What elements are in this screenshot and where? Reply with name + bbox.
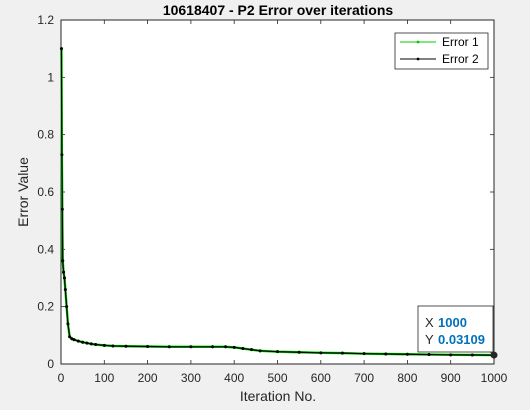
chart-title: 10618407 - P2 Error over iterations <box>163 2 394 18</box>
data-point-error-2 <box>76 339 80 343</box>
x-tick-label: 800 <box>397 371 417 385</box>
data-point-error-2 <box>85 341 89 345</box>
data-point-error-2 <box>62 276 66 280</box>
data-point-error-2 <box>61 259 65 263</box>
y-axis: 0 0.2 0.4 0.6 0.8 1 1.2 <box>37 13 494 371</box>
data-point-error-2 <box>89 342 93 346</box>
data-point-error-2 <box>211 345 215 349</box>
data-point-error-2 <box>111 344 115 348</box>
data-point-error-2 <box>250 348 254 352</box>
data-point-error-2 <box>362 352 366 356</box>
x-axis-label: Iteration No. <box>240 388 316 404</box>
legend-marker-error-2 <box>416 57 420 61</box>
data-point-error-2 <box>258 349 262 353</box>
series-layer <box>59 47 496 357</box>
legend-marker-error-1 <box>416 40 420 44</box>
datatip-x-label: X <box>425 315 434 330</box>
x-tick-label: 500 <box>267 371 287 385</box>
data-point-error-2 <box>146 345 150 349</box>
data-point-error-2 <box>384 352 388 356</box>
y-tick-label: 0.8 <box>37 128 54 142</box>
data-point-error-2 <box>66 322 70 326</box>
data-point-error-2 <box>68 335 72 339</box>
data-point-error-2 <box>405 352 409 356</box>
data-point-error-2 <box>94 343 98 347</box>
data-point-error-2 <box>72 338 76 342</box>
data-point-error-2 <box>241 347 245 351</box>
legend-label-error-2: Error 2 <box>442 52 479 66</box>
datatip-marker[interactable] <box>490 351 498 359</box>
x-tick-label: 600 <box>311 371 331 385</box>
data-point-error-2 <box>297 350 301 354</box>
data-point-error-2 <box>427 353 431 357</box>
data-point-error-2 <box>319 351 323 355</box>
x-tick-label: 100 <box>94 371 114 385</box>
x-tick-label: 0 <box>58 371 65 385</box>
y-tick-label: 0.2 <box>37 300 54 314</box>
legend[interactable]: Error 1 Error 2 <box>394 32 489 70</box>
series-line-error-2 <box>60 48 495 356</box>
x-axis: 0 100 200 300 400 500 600 700 800 900 1000 <box>58 20 508 385</box>
data-point-error-2 <box>470 353 474 357</box>
data-point-error-2 <box>124 344 128 348</box>
y-axis-label: Error Value <box>15 157 31 227</box>
datatip-box <box>417 305 494 353</box>
data-point-error-2 <box>60 207 64 211</box>
data-point-error-2 <box>81 340 85 344</box>
series-error-2 <box>59 47 496 357</box>
data-point-error-2 <box>189 345 193 349</box>
data-point-error-2 <box>224 345 228 349</box>
data-point-error-2 <box>232 345 236 349</box>
y-tick-label: 0.4 <box>37 242 54 256</box>
data-point-error-2 <box>167 345 171 349</box>
datatip-y-value: 0.03109 <box>438 332 485 347</box>
x-tick-label: 200 <box>138 371 158 385</box>
data-point-error-2 <box>340 351 344 355</box>
data-point-error-2 <box>62 270 66 274</box>
data-point-error-2 <box>276 350 279 354</box>
data-point-error-2 <box>449 353 453 357</box>
data-point-error-2 <box>102 343 106 347</box>
x-tick-label: 300 <box>181 371 201 385</box>
datatip-x-value: 1000 <box>438 315 467 330</box>
data-point-error-2 <box>63 287 67 291</box>
x-tick-label: 400 <box>224 371 244 385</box>
x-tick-label: 700 <box>354 371 374 385</box>
data-point-error-2 <box>65 305 69 309</box>
x-tick-label: 1000 <box>481 371 508 385</box>
data-point-error-2 <box>59 47 63 51</box>
datatip[interactable]: X 1000 Y 0.03109 <box>417 305 498 359</box>
legend-label-error-1: Error 1 <box>442 35 479 49</box>
y-tick-label: 1 <box>47 70 54 84</box>
data-point-error-2 <box>60 153 64 157</box>
y-tick-label: 1.2 <box>37 13 54 27</box>
legend-box <box>394 32 489 70</box>
y-tick-label: 0 <box>47 357 54 371</box>
y-tick-label: 0.6 <box>37 185 54 199</box>
datatip-y-label: Y <box>425 332 434 347</box>
x-tick-label: 900 <box>441 371 461 385</box>
